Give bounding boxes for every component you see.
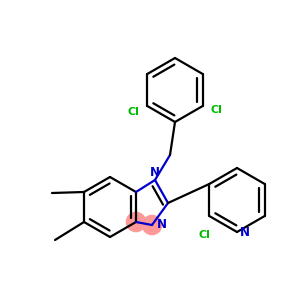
Text: N: N xyxy=(239,226,249,238)
Circle shape xyxy=(142,215,162,235)
Circle shape xyxy=(126,212,146,232)
Text: Cl: Cl xyxy=(211,105,223,115)
Text: N: N xyxy=(150,166,160,178)
Text: N: N xyxy=(157,218,166,232)
Text: Cl: Cl xyxy=(127,107,139,117)
Text: Cl: Cl xyxy=(198,230,210,240)
